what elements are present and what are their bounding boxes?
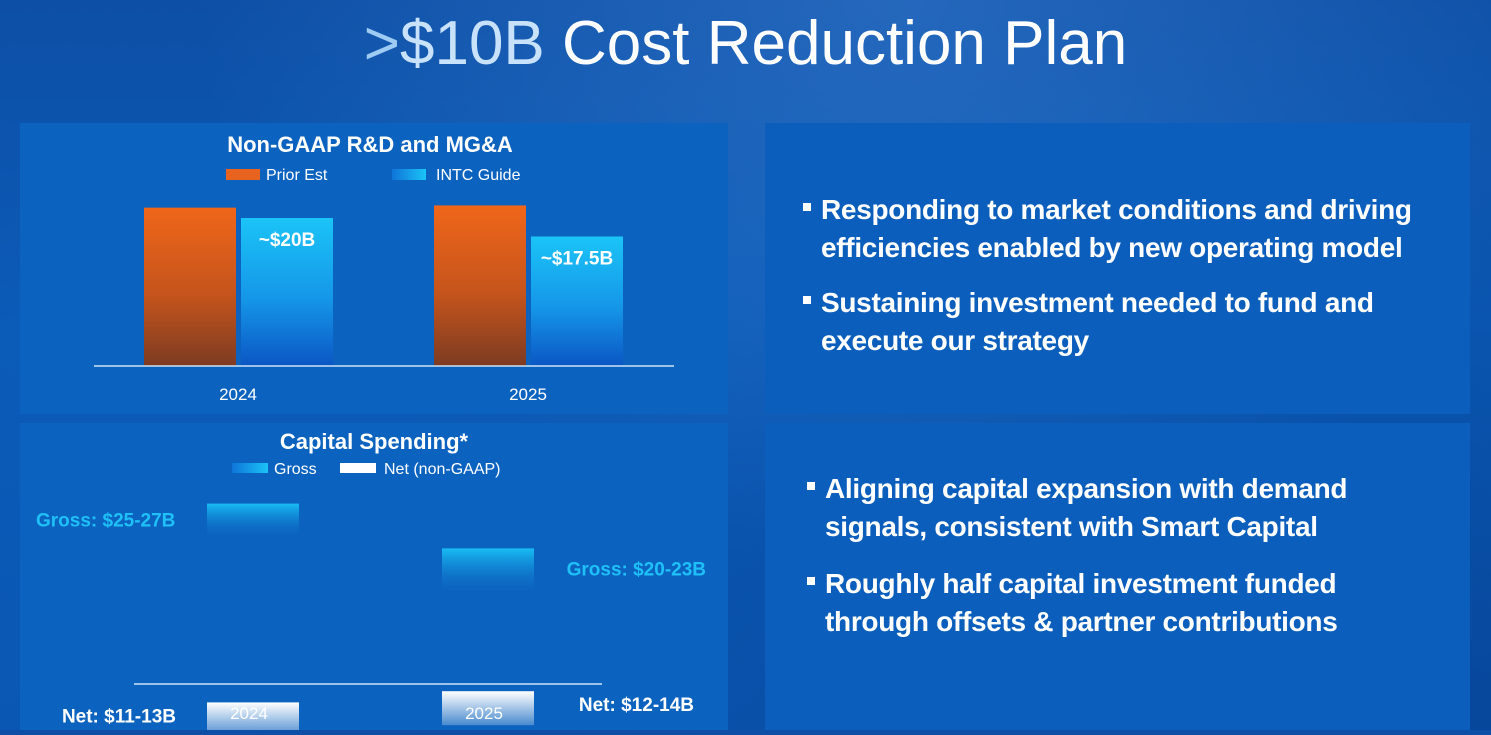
legend-label-intc-guide: INTC Guide (436, 167, 521, 184)
rd-chart-svg: Non-GAAP R&D and MG&A Prior Est INTC Gui… (94, 132, 674, 404)
x-tick-label-2025: 2025 (465, 704, 503, 723)
data-label-net-2025: Net: $12-14B (579, 695, 694, 716)
bullet-item: Sustaining investment needed to fund and… (803, 284, 1453, 360)
bullet-item: Responding to market conditions and driv… (803, 191, 1453, 267)
capex-chart-svg: Capital Spending* Gross Net (non-GAAP) G… (36, 429, 706, 735)
bar-net-2025 (442, 691, 534, 726)
title-text: Cost Reduction Plan (544, 9, 1128, 78)
data-label-gross-2024: Gross: $25-27B (36, 511, 175, 532)
data-label-intc-guide-2025: ~$17.5B (541, 249, 613, 270)
bullet-square-icon (807, 577, 815, 585)
bullet-square-icon (807, 482, 815, 490)
rd-chart-title: Non-GAAP R&D and MG&A (227, 132, 513, 157)
bullet-square-icon (803, 296, 811, 304)
bar-prior-est-2024 (144, 207, 236, 366)
data-label-intc-guide-2024: ~$20B (259, 230, 316, 251)
x-tick-label-2024: 2024 (230, 704, 268, 723)
bullet-square-icon (803, 203, 811, 211)
legend-label-prior-est: Prior Est (266, 167, 328, 184)
rd-bullets-panel: Responding to market conditions and driv… (765, 123, 1470, 414)
title-amount: $10B (399, 9, 545, 78)
data-label-net-2024: Net: $11-13B (62, 706, 176, 727)
legend-label-net: Net (non-GAAP) (384, 461, 500, 478)
capex-bullets-panel: Aligning capital expansion with demand s… (765, 423, 1470, 730)
capex-chart-title: Capital Spending* (280, 429, 469, 454)
x-tick-label-2024: 2024 (219, 385, 257, 404)
bullet-item: Aligning capital expansion with demand s… (807, 470, 1407, 546)
bar-gross-2024 (207, 503, 299, 536)
title-greater-than: > (363, 9, 400, 78)
legend-swatch-intc-guide (392, 169, 426, 180)
bullet-text: Aligning capital expansion with demand s… (825, 473, 1348, 542)
capex-chart-panel: Capital Spending* Gross Net (non-GAAP) G… (20, 423, 728, 735)
legend-label-gross: Gross (274, 461, 317, 478)
legend-swatch-net (340, 463, 376, 473)
bar-intc-guide-2024 (241, 218, 333, 366)
data-label-gross-2025: Gross: $20-23B (567, 559, 706, 580)
x-tick-label-2025: 2025 (509, 385, 547, 404)
legend-swatch-prior-est (226, 169, 260, 180)
bullet-text: Responding to market conditions and driv… (821, 194, 1412, 263)
legend-swatch-gross (232, 463, 268, 473)
bullet-item: Roughly half capital investment funded t… (807, 565, 1407, 641)
page-title: >$10B Cost Reduction Plan (0, 8, 1491, 80)
bar-gross-2025 (442, 548, 534, 592)
bullet-text: Roughly half capital investment funded t… (825, 568, 1338, 637)
bar-prior-est-2025 (434, 205, 526, 366)
bullet-text: Sustaining investment needed to fund and… (821, 287, 1374, 356)
bar-intc-guide-2025 (531, 236, 623, 366)
rd-chart-panel: Non-GAAP R&D and MG&A Prior Est INTC Gui… (20, 123, 728, 414)
